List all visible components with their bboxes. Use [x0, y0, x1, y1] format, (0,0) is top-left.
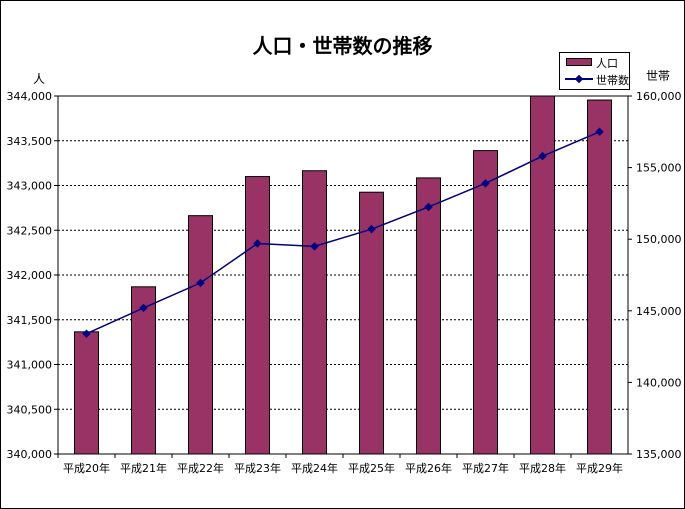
right-axis-tick-label: 140,000 [636, 376, 682, 389]
bar-population [131, 286, 156, 455]
left-axis-tick-label: 342,000 [7, 269, 53, 282]
right-axis-tick-label: 160,000 [636, 90, 682, 103]
bar-population [473, 150, 498, 455]
legend-label-population: 人口 [596, 57, 618, 70]
left-axis-tick-label: 341,000 [7, 359, 53, 372]
left-axis-tick-label: 343,500 [7, 135, 53, 148]
x-axis-category-label: 平成26年 [405, 461, 452, 475]
bar-population [245, 176, 270, 455]
legend-bar-swatch [566, 58, 592, 66]
point-households [82, 329, 91, 338]
right-axis-tick-label: 145,000 [636, 305, 682, 318]
line-households [86, 131, 600, 335]
x-axis-category-label: 平成25年 [348, 461, 395, 475]
left-axis-tick-label: 343,000 [7, 180, 53, 193]
left-axis-tick-label: 344,000 [7, 90, 53, 103]
right-axis-tick-label: 135,000 [636, 448, 682, 461]
chart-title: 人口・世帯数の推移 [252, 34, 433, 58]
x-axis-category-label: 平成28年 [519, 461, 566, 475]
x-axis-category-label: 平成27年 [462, 461, 509, 475]
right-axis-tick-label: 155,000 [636, 162, 682, 175]
left-axis-tick-label: 340,500 [7, 403, 53, 416]
point-households [253, 239, 262, 248]
bar-population [530, 95, 555, 455]
point-households [310, 242, 319, 251]
x-axis-category-label: 平成24年 [291, 461, 338, 475]
left-axis-unit-label: 人 [33, 72, 46, 86]
point-households [367, 224, 376, 234]
right-axis-unit-label: 世帯 [646, 69, 671, 83]
legend-item-population: 人口 [560, 54, 629, 70]
left-axis-tick-label: 341,500 [7, 314, 53, 327]
plot-area-border [57, 95, 629, 455]
bar-population [188, 215, 213, 455]
x-axis-category-label: 平成21年 [120, 461, 167, 475]
right-axis-tick-label: 150,000 [636, 233, 682, 246]
x-axis-category-label: 平成29年 [576, 461, 623, 475]
bar-population [416, 177, 441, 455]
legend-label-households: 世帯数 [596, 74, 629, 87]
x-axis-category-label: 平成20年 [63, 461, 110, 475]
bar-population [359, 191, 384, 455]
x-axis-category-label: 平成23年 [234, 461, 281, 475]
left-axis-tick-label: 342,500 [7, 224, 53, 237]
point-households [196, 278, 205, 288]
left-axis-tick-label: 340,000 [7, 448, 53, 461]
bar-population [587, 99, 612, 455]
point-households [139, 303, 148, 313]
bar-population [302, 170, 327, 455]
legend-item-households: 世帯数 [560, 71, 629, 87]
legend: 人口 世帯数 [559, 52, 630, 90]
x-axis-category-label: 平成22年 [177, 461, 224, 475]
point-households [481, 179, 490, 188]
point-households [424, 202, 433, 212]
bar-population [74, 331, 99, 455]
